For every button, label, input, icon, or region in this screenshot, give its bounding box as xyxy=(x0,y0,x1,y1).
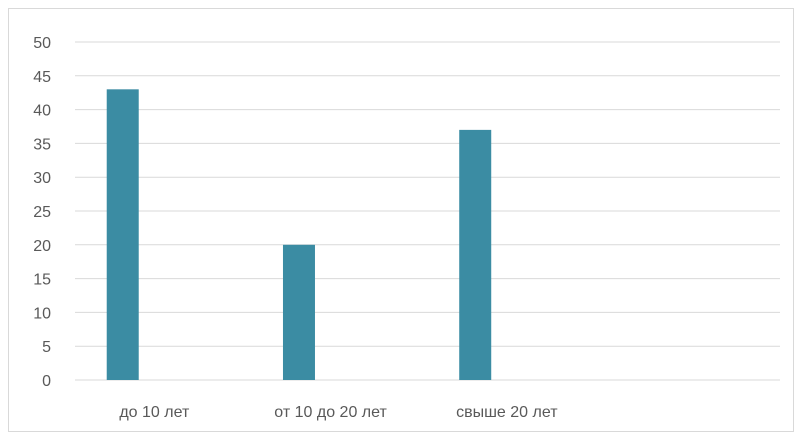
y-tick-label: 30 xyxy=(33,170,51,187)
y-axis-ticks: 0 5 10 15 20 25 30 35 40 45 50 xyxy=(33,35,51,390)
x-axis-ticks: до 10 лет от 10 до 20 лет свыше 20 лет xyxy=(119,404,558,421)
bar xyxy=(459,129,492,380)
y-tick-label: 15 xyxy=(33,272,51,289)
x-tick-label: до 10 лет xyxy=(119,404,190,421)
y-tick-label: 25 xyxy=(33,204,51,221)
bar xyxy=(106,89,139,380)
bar xyxy=(282,244,315,380)
y-tick-label: 40 xyxy=(33,103,51,120)
y-tick-label: 45 xyxy=(33,69,51,86)
y-tick-label: 0 xyxy=(42,373,51,390)
bars xyxy=(106,89,492,380)
y-tick-label: 20 xyxy=(33,238,51,255)
gridlines xyxy=(75,41,780,381)
y-tick-label: 50 xyxy=(33,35,51,52)
x-tick-label: от 10 до 20 лет xyxy=(274,404,387,421)
x-tick-label: свыше 20 лет xyxy=(456,404,558,421)
y-tick-label: 5 xyxy=(42,339,51,356)
y-tick-label: 10 xyxy=(33,305,51,322)
chart-frame xyxy=(8,8,794,432)
y-tick-label: 35 xyxy=(33,136,51,153)
